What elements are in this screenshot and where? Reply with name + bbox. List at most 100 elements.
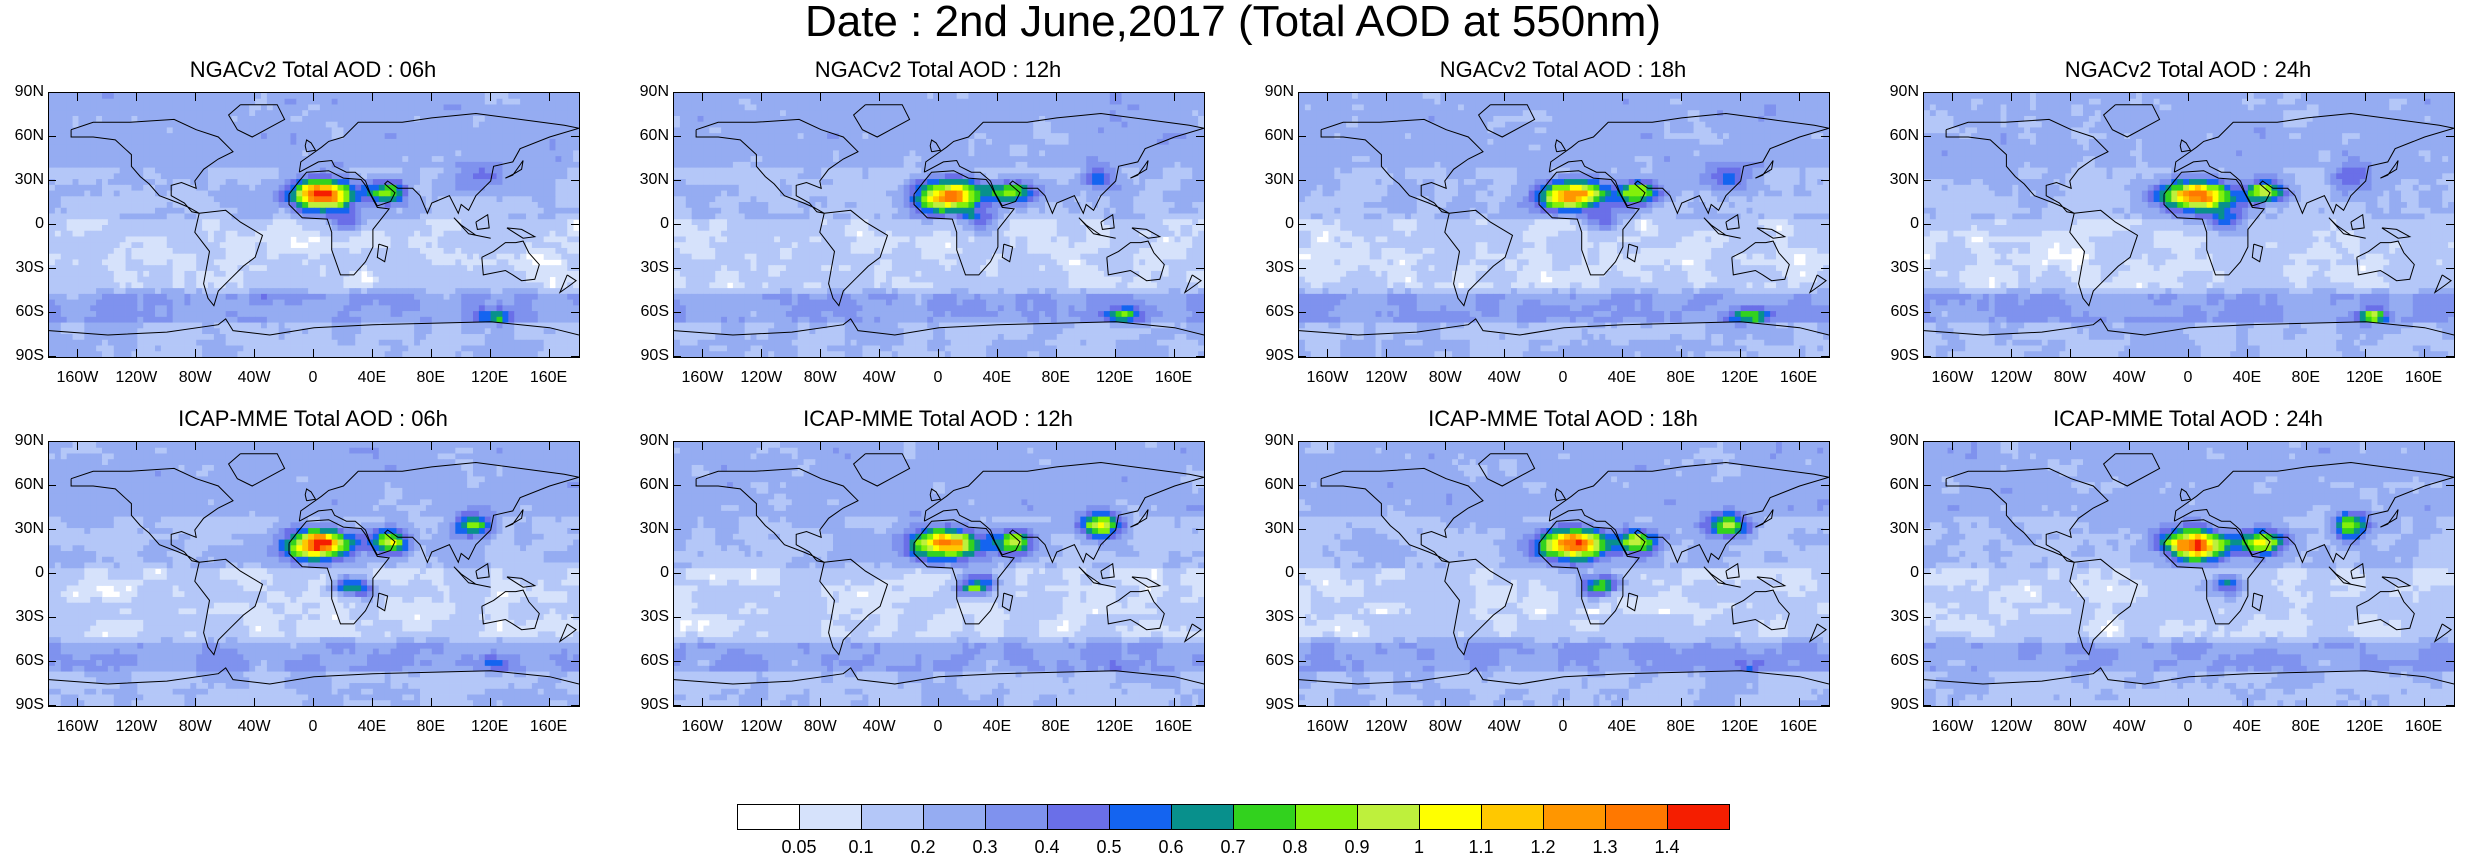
aod-cell xyxy=(196,150,202,156)
aod-cell xyxy=(561,259,567,265)
aod-cell xyxy=(491,145,497,151)
aod-cell xyxy=(55,185,61,191)
aod-cell xyxy=(361,282,367,288)
aod-cell xyxy=(137,254,143,260)
aod-cell xyxy=(120,208,126,214)
aod-cell xyxy=(90,265,96,271)
aod-cell xyxy=(279,248,285,254)
aod-cell xyxy=(526,305,532,311)
aod-cell xyxy=(479,346,485,352)
aod-cell xyxy=(945,99,951,105)
aod-cell xyxy=(526,294,532,300)
aod-cell xyxy=(514,328,520,334)
aod-cell xyxy=(126,351,132,357)
aod-cell xyxy=(279,191,285,197)
aod-cell xyxy=(520,334,526,340)
aod-cell xyxy=(73,259,79,265)
aod-cell xyxy=(290,168,296,174)
aod-cell xyxy=(526,225,532,231)
aod-cell xyxy=(555,208,561,214)
aod-cell xyxy=(408,225,414,231)
aod-cell xyxy=(703,139,709,145)
aod-cell xyxy=(237,179,243,185)
aod-cell xyxy=(485,259,491,265)
aod-cell xyxy=(84,202,90,208)
aod-cell xyxy=(927,104,933,110)
aod-cell xyxy=(502,150,508,156)
aod-cell xyxy=(143,294,149,300)
aod-cell xyxy=(361,334,367,340)
aod-cell xyxy=(108,259,114,265)
aod-cell xyxy=(96,225,102,231)
aod-cell xyxy=(432,214,438,220)
aod-cell xyxy=(314,191,320,197)
aod-cell xyxy=(55,208,61,214)
aod-cell xyxy=(73,156,79,162)
aod-cell xyxy=(414,311,420,317)
aod-cell xyxy=(426,191,432,197)
aod-cell xyxy=(255,191,261,197)
aod-cell xyxy=(485,150,491,156)
aod-cell xyxy=(320,288,326,294)
aod-cell xyxy=(326,317,332,323)
aod-cell xyxy=(485,196,491,202)
aod-cell xyxy=(544,150,550,156)
aod-cell xyxy=(502,294,508,300)
aod-cell xyxy=(396,282,402,288)
aod-cell xyxy=(220,294,226,300)
aod-cell xyxy=(485,162,491,168)
aod-cell xyxy=(373,265,379,271)
aod-cell xyxy=(167,173,173,179)
aod-cell xyxy=(343,127,349,133)
aod-cell xyxy=(1122,127,1128,133)
aod-cell xyxy=(497,294,503,300)
aod-cell xyxy=(249,340,255,346)
aod-cell xyxy=(968,104,974,110)
aod-cell xyxy=(61,116,67,122)
aod-cell xyxy=(338,185,344,191)
aod-cell xyxy=(349,346,355,352)
aod-cell xyxy=(202,93,208,99)
aod-cell xyxy=(1116,93,1122,99)
aod-cell xyxy=(455,185,461,191)
aod-cell xyxy=(461,133,467,139)
aod-cell xyxy=(208,156,214,162)
aod-cell xyxy=(226,168,232,174)
aod-cell xyxy=(108,242,114,248)
aod-cell xyxy=(214,168,220,174)
aod-cell xyxy=(1157,133,1163,139)
aod-cell xyxy=(243,311,249,317)
aod-cell xyxy=(90,156,96,162)
aod-cell xyxy=(544,156,550,162)
aod-cell xyxy=(851,99,857,105)
aod-cell xyxy=(467,305,473,311)
aod-cell xyxy=(444,231,450,237)
aod-cell xyxy=(78,351,84,357)
aod-cell xyxy=(84,104,90,110)
aod-cell xyxy=(137,214,143,220)
aod-cell xyxy=(84,156,90,162)
aod-cell xyxy=(226,351,232,357)
aod-cell xyxy=(190,334,196,340)
aod-cell xyxy=(408,196,414,202)
aod-cell xyxy=(573,150,579,156)
aod-cell xyxy=(804,110,810,116)
aod-cell xyxy=(161,150,167,156)
aod-cell xyxy=(290,116,296,122)
aod-cell xyxy=(155,196,161,202)
aod-cell xyxy=(267,271,273,277)
aod-cell xyxy=(237,346,243,352)
aod-cell xyxy=(449,317,455,323)
aod-cell xyxy=(143,236,149,242)
aod-cell xyxy=(102,99,108,105)
aod-cell xyxy=(302,208,308,214)
aod-cell xyxy=(485,145,491,151)
aod-cell xyxy=(892,104,898,110)
aod-cell xyxy=(391,334,397,340)
aod-cell xyxy=(927,99,933,105)
aod-cell xyxy=(455,288,461,294)
aod-cell xyxy=(1175,110,1181,116)
aod-cell xyxy=(102,208,108,214)
aod-cell xyxy=(497,282,503,288)
aod-cell xyxy=(780,122,786,128)
